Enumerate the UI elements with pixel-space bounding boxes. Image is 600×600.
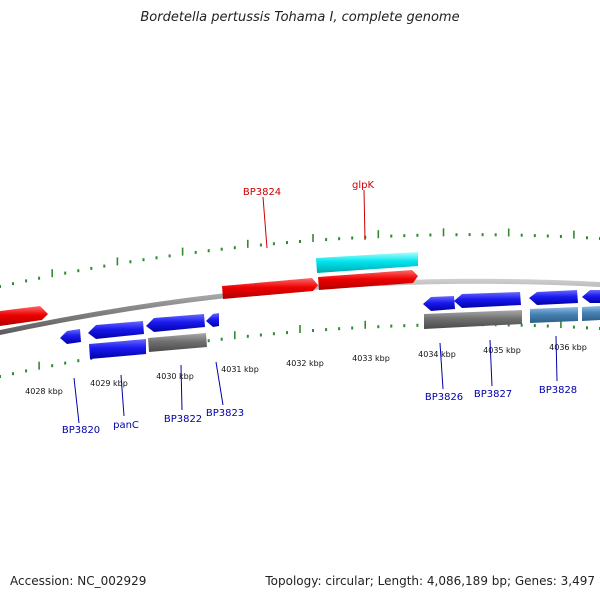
gene-arrow-bp3820[interactable]: [60, 329, 81, 344]
genome-summary-label: Topology: circular; Length: 4,086,189 bp…: [265, 574, 595, 588]
gene-label-bp3820[interactable]: BP3820: [62, 425, 100, 436]
kbp-label-4033: 4033 kbp: [352, 354, 390, 363]
gene-arrow-bp3828[interactable]: [529, 290, 578, 305]
kbp-label-4028: 4028 kbp: [25, 387, 63, 396]
gene-label-bp3828[interactable]: BP3828: [539, 385, 577, 396]
tick-marks-top: [0, 228, 600, 288]
gene-features: [0, 252, 600, 359]
gene-arrow-bp3827[interactable]: [454, 292, 521, 308]
kbp-label-4032: 4032 kbp: [286, 359, 324, 368]
gene-arrow-bp3823[interactable]: [206, 313, 219, 327]
gene-label-panc[interactable]: panC: [113, 420, 139, 431]
gene-arrow-bp3824[interactable]: [222, 278, 318, 299]
leader-panc: [120, 374, 125, 417]
kbp-label-4030: 4030 kbp: [156, 372, 194, 381]
leader-bp3823: [215, 361, 224, 406]
gene-arrow-glpk-cyan[interactable]: [316, 252, 418, 273]
leader-glpk: [363, 189, 366, 241]
gene-arrow-bp3826[interactable]: [423, 296, 455, 311]
leader-bp3820: [73, 377, 80, 424]
kbp-label-4031: 4031 kbp: [221, 365, 259, 374]
leader-bp3822: [180, 364, 183, 411]
leader-bp3827: [489, 339, 493, 387]
gene-block-bp3826[interactable]: [424, 310, 522, 329]
gene-label-bp3822[interactable]: BP3822: [164, 414, 202, 425]
gene-block-bp3822[interactable]: [148, 333, 207, 352]
gene-arrow-red-left[interactable]: [0, 306, 48, 326]
gene-arrow-glpk[interactable]: [318, 270, 418, 290]
leader-bp3826: [439, 342, 444, 390]
kbp-label-4034: 4034 kbp: [418, 350, 456, 359]
gene-block-right-edge[interactable]: [582, 306, 600, 321]
gene-label-bp3827[interactable]: BP3827: [474, 389, 512, 400]
label-leader-lines: [73, 189, 558, 424]
leader-bp3824: [262, 196, 268, 249]
gene-label-bp3824[interactable]: BP3824: [243, 187, 281, 198]
kbp-label-4035: 4035 kbp: [483, 346, 521, 355]
gene-arrow-panc-top[interactable]: [88, 321, 144, 339]
gene-arrow-bp3822-top[interactable]: [146, 314, 205, 332]
gene-arrow-right-edge[interactable]: [582, 290, 600, 303]
kbp-label-4029: 4029 kbp: [90, 379, 128, 388]
gene-label-bp3826[interactable]: BP3826: [425, 392, 463, 403]
gene-label-glpk[interactable]: glpK: [352, 180, 374, 191]
accession-label: Accession: NC_002929: [10, 574, 147, 588]
gene-label-bp3823[interactable]: BP3823: [206, 408, 244, 419]
leader-bp3828: [555, 335, 558, 382]
gene-block-panc[interactable]: [89, 339, 146, 359]
map-title: Bordetella pertussis Tohama I, complete …: [140, 10, 460, 25]
kbp-label-4036: 4036 kbp: [549, 343, 587, 352]
gene-block-bp3828[interactable]: [530, 307, 578, 323]
